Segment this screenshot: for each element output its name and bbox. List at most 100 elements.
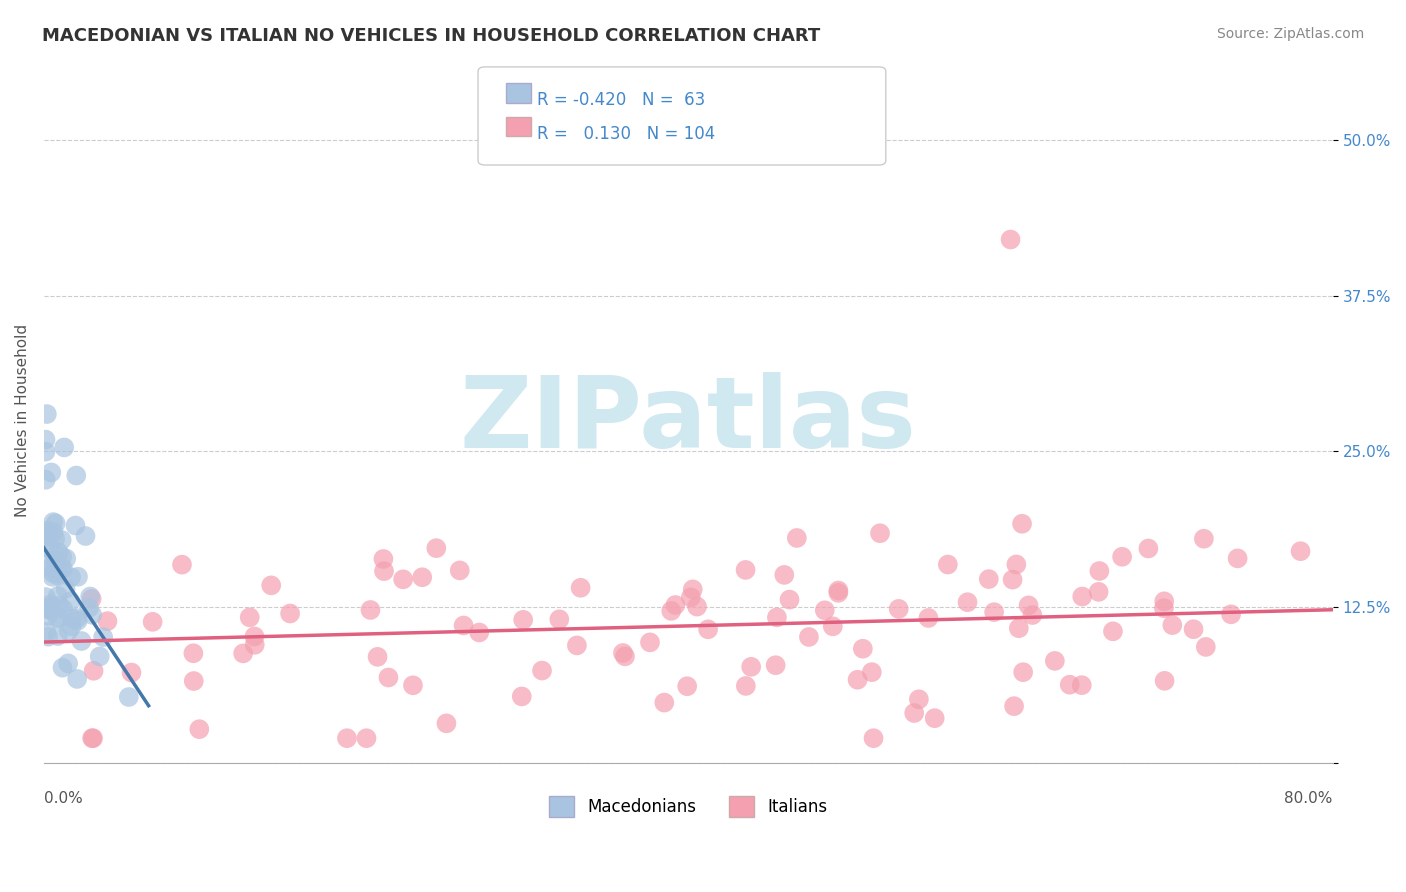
Italians xyxy=(278,607,301,621)
Macedonians xyxy=(51,661,73,675)
Macedonians xyxy=(75,529,97,543)
Italians xyxy=(846,673,869,687)
Macedonians xyxy=(45,516,67,531)
Macedonians xyxy=(39,598,62,612)
Italians xyxy=(612,646,634,660)
Macedonians xyxy=(65,468,87,483)
Italians xyxy=(82,731,104,746)
Macedonians xyxy=(37,524,59,538)
Italians xyxy=(1226,551,1249,566)
Macedonians xyxy=(34,444,56,458)
Italians xyxy=(402,678,425,692)
Italians xyxy=(862,731,884,746)
Macedonians xyxy=(60,570,83,584)
Italians xyxy=(232,647,254,661)
Macedonians xyxy=(37,609,59,624)
Italians xyxy=(924,711,946,725)
Italians xyxy=(1002,699,1025,714)
Italians xyxy=(676,679,699,693)
Italians xyxy=(548,612,571,626)
Italians xyxy=(697,623,720,637)
Italians xyxy=(869,526,891,541)
Italians xyxy=(887,602,910,616)
Macedonians xyxy=(41,570,63,584)
Macedonians xyxy=(58,624,80,638)
Y-axis label: No Vehicles in Household: No Vehicles in Household xyxy=(15,324,30,516)
Macedonians xyxy=(35,590,58,604)
Italians xyxy=(1102,624,1125,639)
Italians xyxy=(373,564,395,578)
Italians xyxy=(239,610,262,624)
Macedonians xyxy=(48,545,70,559)
Italians xyxy=(83,664,105,678)
Italians xyxy=(679,591,702,605)
Italians xyxy=(652,696,675,710)
Italians xyxy=(1192,532,1215,546)
Macedonians xyxy=(41,466,63,480)
Italians xyxy=(82,731,104,746)
Macedonians xyxy=(66,611,89,625)
Italians xyxy=(260,578,283,592)
Italians xyxy=(734,679,756,693)
Italians xyxy=(740,660,762,674)
Italians xyxy=(1008,621,1031,635)
Italians xyxy=(80,591,103,606)
Text: ZIPatlas: ZIPatlas xyxy=(460,372,917,469)
Macedonians xyxy=(37,630,59,644)
Macedonians xyxy=(35,541,58,555)
Italians xyxy=(821,619,844,633)
Italians xyxy=(373,552,395,566)
Text: R =   0.130   N = 104: R = 0.130 N = 104 xyxy=(537,125,716,143)
Macedonians xyxy=(48,610,70,624)
Italians xyxy=(1137,541,1160,556)
Italians xyxy=(1111,549,1133,564)
Italians xyxy=(510,690,533,704)
Italians xyxy=(1153,594,1175,608)
Italians xyxy=(1153,601,1175,615)
Macedonians xyxy=(34,473,56,487)
Italians xyxy=(956,595,979,609)
Italians xyxy=(1070,678,1092,692)
Legend: Macedonians, Italians: Macedonians, Italians xyxy=(543,789,835,823)
Macedonians xyxy=(53,441,76,455)
Macedonians xyxy=(55,582,77,596)
Italians xyxy=(1000,233,1022,247)
Macedonians xyxy=(77,600,100,615)
Italians xyxy=(664,598,686,612)
Italians xyxy=(1087,585,1109,599)
Italians xyxy=(243,630,266,644)
Italians xyxy=(903,706,925,720)
Italians xyxy=(779,592,801,607)
Italians xyxy=(1289,544,1312,558)
Macedonians xyxy=(42,566,65,581)
Italians xyxy=(425,541,447,556)
Italians xyxy=(356,731,378,746)
Italians xyxy=(411,570,433,584)
Macedonians xyxy=(46,629,69,643)
Italians xyxy=(983,605,1005,619)
Macedonians xyxy=(39,561,62,575)
Macedonians xyxy=(35,407,58,421)
Italians xyxy=(1018,599,1040,613)
Italians xyxy=(359,603,381,617)
Macedonians xyxy=(91,630,114,644)
Italians xyxy=(1088,564,1111,578)
Italians xyxy=(512,613,534,627)
Italians xyxy=(531,664,554,678)
Italians xyxy=(936,558,959,572)
Italians xyxy=(565,639,588,653)
Italians xyxy=(1195,640,1218,654)
Italians xyxy=(468,625,491,640)
Macedonians xyxy=(70,634,93,648)
Italians xyxy=(1005,558,1028,572)
Italians xyxy=(392,572,415,586)
Macedonians xyxy=(51,549,73,564)
Macedonians xyxy=(60,619,83,633)
Italians xyxy=(377,671,399,685)
Macedonians xyxy=(41,600,63,615)
Macedonians xyxy=(66,672,89,686)
Macedonians xyxy=(52,561,75,575)
Italians xyxy=(852,641,875,656)
Italians xyxy=(917,611,939,625)
Italians xyxy=(243,638,266,652)
